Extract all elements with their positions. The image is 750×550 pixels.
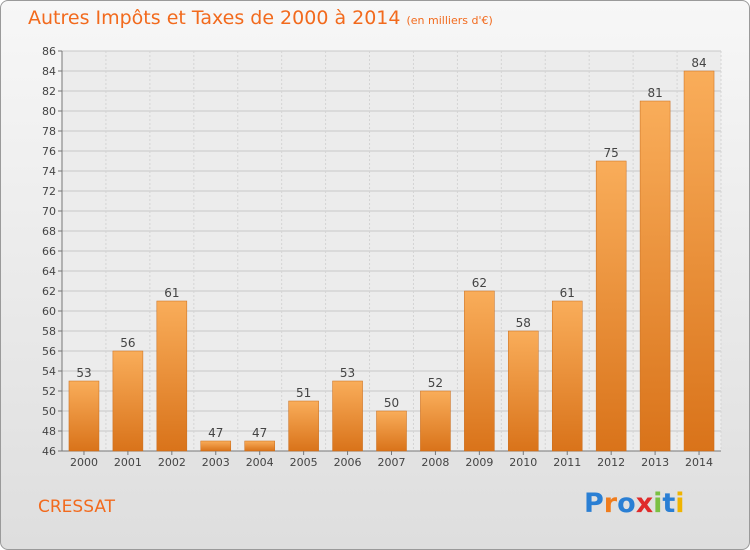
data-label-2000: 53	[76, 366, 91, 380]
x-tick-label-2007: 2007	[378, 456, 406, 469]
logo-letter: x	[635, 488, 654, 519]
bar-2008	[420, 390, 451, 452]
data-label-2009: 62	[472, 276, 487, 290]
logo-letter: o	[617, 488, 636, 519]
y-tick-label: 48	[42, 425, 56, 438]
data-label-2003: 47	[208, 426, 223, 440]
y-tick-label: 58	[42, 325, 56, 338]
data-label-2004: 47	[252, 426, 267, 440]
data-label-2013: 81	[647, 86, 662, 100]
bar-2010	[508, 330, 539, 452]
x-tick-label-2006: 2006	[334, 456, 362, 469]
x-tick-label-2014: 2014	[685, 456, 713, 469]
data-label-2008: 52	[428, 376, 443, 390]
y-tick-label: 54	[42, 365, 56, 378]
chart-title-text: Autres Impôts et Taxes de 2000 à 2014	[28, 7, 401, 29]
bar-2002	[156, 300, 188, 452]
data-label-2010: 58	[516, 316, 531, 330]
chart-subtitle: (en milliers d'€)	[406, 14, 493, 27]
bar-2003	[200, 440, 232, 452]
x-tick-label-2011: 2011	[553, 456, 581, 469]
y-tick-label: 82	[42, 85, 56, 98]
y-tick-label: 60	[42, 305, 56, 318]
x-tick-label-2001: 2001	[114, 456, 142, 469]
data-label-2007: 50	[384, 396, 399, 410]
y-tick-label: 78	[42, 125, 56, 138]
commune-name: CRESSAT	[38, 497, 116, 517]
y-tick-label: 80	[42, 105, 56, 118]
logo-letter: P	[584, 488, 604, 519]
y-tick-label: 52	[42, 385, 56, 398]
data-label-2011: 61	[560, 286, 575, 300]
x-tick-label-2003: 2003	[202, 456, 230, 469]
x-tick-label-2002: 2002	[158, 456, 186, 469]
x-tick-label-2009: 2009	[465, 456, 493, 469]
bar-2004	[244, 440, 275, 452]
y-tick-label: 56	[42, 345, 56, 358]
x-tick-label-2013: 2013	[641, 456, 669, 469]
y-tick-label: 46	[42, 445, 56, 458]
logo-letter: i	[653, 488, 663, 519]
x-tick-label-2004: 2004	[246, 456, 274, 469]
bar-2011	[551, 300, 583, 452]
y-tick-label: 86	[42, 45, 56, 58]
data-label-2012: 75	[604, 146, 619, 160]
bar-2007	[376, 410, 407, 452]
data-label-2006: 53	[340, 366, 355, 380]
bar-2014	[683, 70, 715, 452]
y-tick-label: 70	[42, 205, 56, 218]
data-label-2002: 61	[164, 286, 179, 300]
y-tick-label: 64	[42, 265, 56, 278]
bar-2013	[639, 100, 671, 452]
logo-letter: r	[603, 488, 618, 519]
y-tick-label: 66	[42, 245, 56, 258]
data-label-2005: 51	[296, 386, 311, 400]
y-tick-label: 74	[42, 165, 56, 178]
bar-2005	[288, 400, 319, 452]
y-tick-label: 76	[42, 145, 56, 158]
bar-2000	[68, 380, 100, 452]
x-tick-label-2000: 2000	[70, 456, 98, 469]
x-tick-label-2005: 2005	[290, 456, 318, 469]
logo-letter: i	[675, 488, 685, 519]
x-tick-label-2010: 2010	[509, 456, 537, 469]
proxiti-logo: Proxiti	[584, 488, 685, 519]
y-tick-label: 62	[42, 285, 56, 298]
y-tick-label: 84	[42, 65, 56, 78]
y-tick-label: 68	[42, 225, 56, 238]
bar-2006	[332, 380, 363, 452]
chart-title: Autres Impôts et Taxes de 2000 à 2014 (en…	[28, 7, 493, 29]
data-label-2014: 84	[691, 56, 706, 70]
y-tick-label: 72	[42, 185, 56, 198]
bar-2001	[112, 350, 144, 452]
data-label-2001: 56	[120, 336, 135, 350]
bar-2012	[595, 160, 627, 452]
bar-2009	[464, 290, 495, 452]
x-tick-label-2008: 2008	[421, 456, 449, 469]
y-tick-label: 50	[42, 405, 56, 418]
logo-letter: t	[662, 488, 676, 519]
x-tick-label-2012: 2012	[597, 456, 625, 469]
